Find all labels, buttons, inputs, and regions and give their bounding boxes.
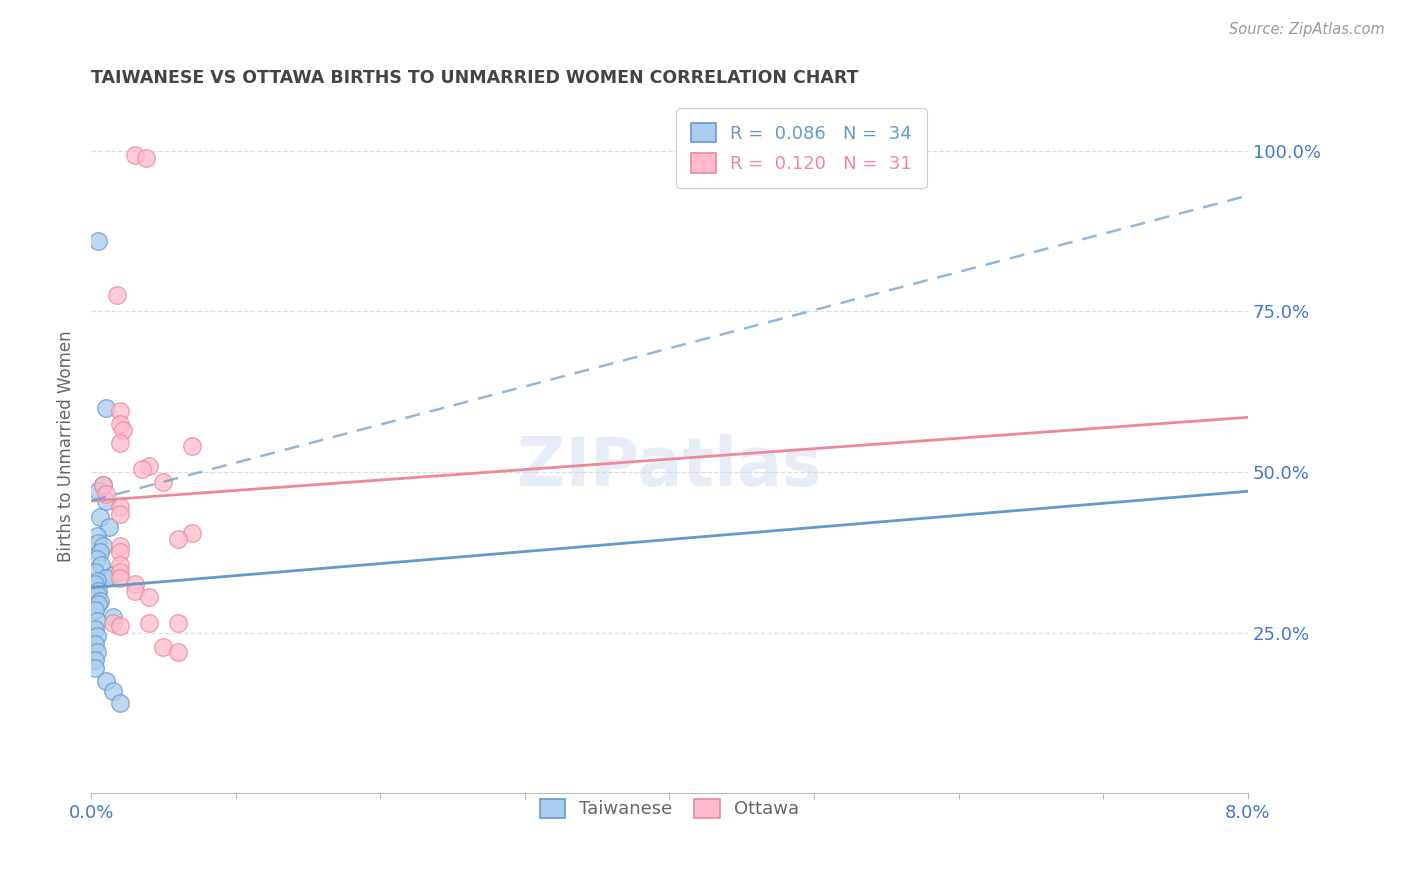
Point — [167, 533, 190, 547]
Point — [84, 577, 107, 591]
Point — [181, 526, 204, 541]
Point — [105, 288, 128, 302]
Point — [91, 539, 114, 553]
Point — [94, 494, 117, 508]
Point — [84, 637, 107, 651]
Point — [167, 615, 190, 630]
Point — [89, 545, 111, 559]
Point — [87, 583, 110, 598]
Point — [87, 234, 110, 248]
Point — [86, 574, 108, 589]
Point — [86, 614, 108, 628]
Point — [108, 500, 131, 515]
Point — [84, 661, 107, 675]
Point — [94, 673, 117, 688]
Text: TAIWANESE VS OTTAWA BIRTHS TO UNMARRIED WOMEN CORRELATION CHART: TAIWANESE VS OTTAWA BIRTHS TO UNMARRIED … — [91, 69, 859, 87]
Point — [89, 593, 111, 607]
Point — [124, 577, 146, 591]
Point — [124, 583, 146, 598]
Point — [108, 545, 131, 559]
Point — [87, 535, 110, 549]
Point — [97, 519, 120, 533]
Point — [124, 148, 146, 162]
Point — [84, 653, 107, 667]
Point — [108, 565, 131, 579]
Point — [152, 475, 174, 489]
Point — [84, 623, 107, 637]
Point — [138, 458, 160, 473]
Point — [108, 558, 131, 573]
Point — [135, 151, 157, 165]
Point — [86, 587, 108, 601]
Point — [91, 478, 114, 492]
Point — [86, 645, 108, 659]
Point — [108, 571, 131, 585]
Point — [111, 423, 134, 437]
Point — [84, 603, 107, 617]
Point — [101, 567, 124, 582]
Point — [94, 571, 117, 585]
Point — [87, 484, 110, 499]
Point — [108, 507, 131, 521]
Point — [89, 510, 111, 524]
Point — [101, 609, 124, 624]
Point — [86, 529, 108, 543]
Point — [108, 404, 131, 418]
Point — [152, 640, 174, 654]
Text: ZIPatlas: ZIPatlas — [517, 434, 823, 500]
Point — [138, 615, 160, 630]
Point — [87, 597, 110, 611]
Point — [94, 487, 117, 501]
Point — [101, 615, 124, 630]
Point — [84, 565, 107, 579]
Point — [138, 591, 160, 605]
Point — [108, 539, 131, 553]
Point — [108, 436, 131, 450]
Point — [101, 683, 124, 698]
Y-axis label: Births to Unmarried Women: Births to Unmarried Women — [58, 330, 75, 562]
Point — [86, 629, 108, 643]
Point — [90, 558, 112, 573]
Text: Source: ZipAtlas.com: Source: ZipAtlas.com — [1229, 22, 1385, 37]
Point — [108, 619, 131, 633]
Point — [181, 439, 204, 453]
Point — [94, 401, 117, 415]
Point — [108, 417, 131, 431]
Point — [108, 697, 131, 711]
Point — [91, 478, 114, 492]
Legend: Taiwanese, Ottawa: Taiwanese, Ottawa — [526, 784, 814, 833]
Point — [167, 645, 190, 659]
Point — [131, 462, 153, 476]
Point — [86, 551, 108, 566]
